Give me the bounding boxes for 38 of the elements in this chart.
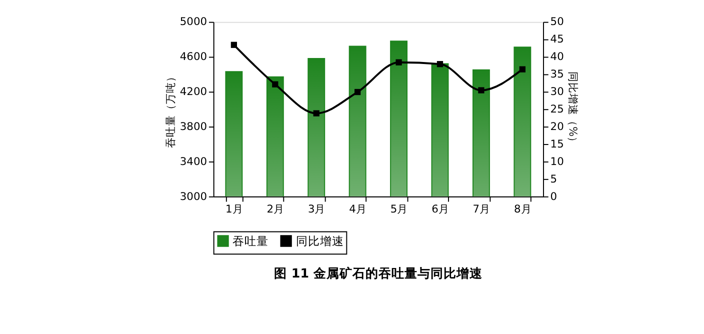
x-tick-label: 4月 <box>349 202 367 216</box>
x-tick-label: 3月 <box>308 202 326 216</box>
x-tick-label: 6月 <box>432 202 450 216</box>
y2-axis-title: 同比增速（%） <box>566 72 580 148</box>
y-tick-label: 3400 <box>180 154 208 168</box>
y2-tick-label: 15 <box>550 137 564 150</box>
legend-label: 同比增速 <box>296 234 344 248</box>
y2-tick-label: 45 <box>550 32 564 46</box>
y2-tick-label: 0 <box>550 190 558 203</box>
point <box>478 87 484 94</box>
y2-tick-label: 20 <box>550 120 564 133</box>
legend-label: 吞吐量 <box>232 234 269 248</box>
point <box>354 88 361 96</box>
y2-tick-label: 40 <box>550 50 564 64</box>
point <box>436 61 444 68</box>
y-tick-label: 4200 <box>180 85 208 98</box>
y-tick-label: 5000 <box>180 15 208 28</box>
point <box>272 81 278 88</box>
x-tick-label: 8月 <box>514 202 532 216</box>
point <box>396 59 402 66</box>
x-tick-label: 7月 <box>472 202 491 216</box>
y-tick-label: 3000 <box>180 190 208 203</box>
x-tick-label: 5月 <box>390 202 408 216</box>
y2-tick-label: 50 <box>550 15 564 28</box>
y2-tick-label: 5 <box>550 172 558 186</box>
point <box>230 42 238 48</box>
y-axis-title: 吞吐量（万吨） <box>164 71 178 148</box>
y-tick-label: 3800 <box>180 120 208 133</box>
y2-tick-label: 35 <box>550 68 564 81</box>
text: 图 11 金属矿石的吞吐量与同比增速 <box>274 265 484 280</box>
y2-tick-label: 10 <box>550 154 564 168</box>
point <box>519 66 526 72</box>
x-tick-label: 1月 <box>226 202 244 216</box>
y-tick-label: 4600 <box>180 50 208 64</box>
y2-tick-label: 30 <box>550 85 564 98</box>
y2-tick-label: 25 <box>550 102 564 116</box>
point <box>313 110 320 116</box>
x-tick-label: 2月 <box>266 202 285 216</box>
